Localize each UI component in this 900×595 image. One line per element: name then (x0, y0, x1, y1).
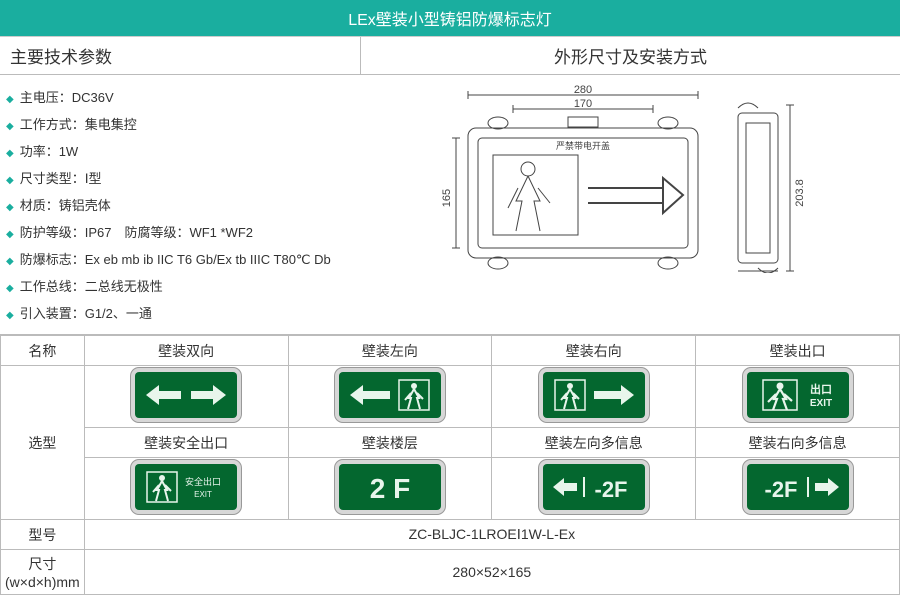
sign-cell (84, 366, 288, 428)
row-header-select: 选型 (1, 366, 85, 520)
sign-cell: 2 F (288, 458, 492, 520)
side-view-diagram: 203.8 52 (728, 83, 823, 273)
sign-cell (288, 366, 492, 428)
sign-left-2f: -2F (543, 464, 645, 510)
sign-cell: -2F (696, 458, 900, 520)
svg-text:EXIT: EXIT (809, 398, 831, 409)
title-banner: LEx壁装小型铸铝防爆标志灯 (0, 0, 900, 37)
svg-text:170: 170 (573, 98, 591, 110)
svg-text:203.8: 203.8 (794, 179, 806, 207)
specs-list: 主电压：DC36V 工作方式：集电集控 功率：1W 尺寸类型：Ⅰ型 材质：铸铝壳… (0, 75, 360, 334)
svg-text:-2F: -2F (594, 477, 627, 502)
selection-table: 名称 壁装双向 壁装左向 壁装右向 壁装出口 选型 出口EXIT 壁装安全出口 … (0, 335, 900, 595)
sign-man-right (543, 372, 645, 418)
row-header-name: 名称 (1, 336, 85, 366)
spec-item: 主电压：DC36V (6, 83, 354, 110)
svg-text:出口: 出口 (810, 382, 832, 396)
dimension-diagram: 280 170 严禁带电开盖 165 (360, 75, 900, 281)
sign-both-arrows (135, 372, 237, 418)
spec-item: 工作总线：二总线无极性 (6, 272, 354, 299)
sign-cell: -2F (492, 458, 696, 520)
sign-cell: 出口 EXIT (696, 366, 900, 428)
col-label: 壁装右向多信息 (696, 428, 900, 458)
col-label: 壁装安全出口 (84, 428, 288, 458)
spec-item: 功率：1W (6, 137, 354, 164)
sign-floor-2f: 2 F (339, 464, 441, 510)
col-label: 壁装左向 (288, 336, 492, 366)
row-header-model: 型号 (1, 520, 85, 550)
col-label: 壁装左向多信息 (492, 428, 696, 458)
col-label: 壁装楼层 (288, 428, 492, 458)
spec-item: 工作方式：集电集控 (6, 110, 354, 137)
svg-text:165: 165 (441, 189, 453, 207)
spec-item: 防护等级：IP67 防腐等级：WF1 *WF2 (6, 218, 354, 245)
svg-text:安全出口: 安全出口 (185, 476, 221, 487)
spec-item: 尺寸类型：Ⅰ型 (6, 164, 354, 191)
svg-text:280: 280 (573, 84, 591, 96)
spec-item: 材质：铸铝壳体 (6, 191, 354, 218)
svg-text:-2F: -2F (764, 477, 797, 502)
sign-cell (492, 366, 696, 428)
sign-left-man (339, 372, 441, 418)
model-value: ZC-BLJC-1LROEⅠ1W-L-Ex (84, 520, 899, 550)
col-label: 壁装双向 (84, 336, 288, 366)
row-header-size: 尺寸 (w×d×h)mm (1, 550, 85, 595)
sign-safe-exit: 安全出口 EXIT (135, 464, 237, 510)
col-label: 壁装右向 (492, 336, 696, 366)
specs-heading: 主要技术参数 (0, 37, 360, 75)
sign-right-2f: -2F (747, 464, 849, 510)
col-label: 壁装出口 (696, 336, 900, 366)
svg-text:严禁带电开盖: 严禁带电开盖 (555, 140, 609, 151)
size-value: 280×52×165 (84, 550, 899, 595)
sign-exit: 出口 EXIT (747, 372, 849, 418)
spec-item: 引入装置：G1/2、一通 (6, 299, 354, 326)
svg-text:2 F: 2 F (370, 473, 410, 504)
sign-cell: 安全出口 EXIT (84, 458, 288, 520)
front-view-diagram: 280 170 严禁带电开盖 165 (438, 83, 708, 273)
dims-heading: 外形尺寸及安装方式 (360, 37, 900, 75)
spec-item: 防爆标志：Ex eb mb ib IIC T6 Gb/Ex tb IIIC T8… (6, 245, 354, 272)
svg-text:EXIT: EXIT (194, 490, 212, 499)
